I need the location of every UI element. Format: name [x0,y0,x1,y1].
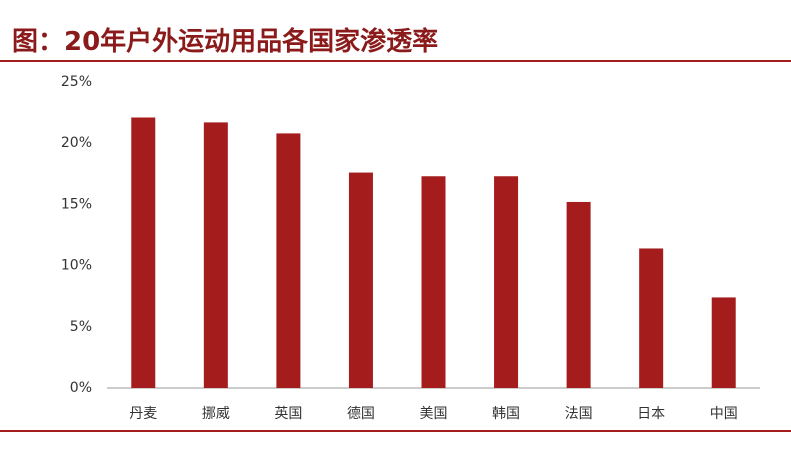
y-tick-label: 20% [61,135,92,151]
x-tick-label: 英国 [274,405,302,422]
y-tick-label: 5% [70,319,92,335]
x-tick-label: 丹麦 [129,406,157,422]
y-tick-label: 0% [70,380,92,396]
y-tick-label: 10% [61,258,92,274]
bar [639,248,664,388]
x-tick-label: 德国 [347,406,375,422]
x-tick-label: 挪威 [202,406,230,422]
bar [711,297,736,388]
x-tick-label: 法国 [565,406,593,422]
bar [203,122,228,388]
bar [421,176,446,388]
bottom-rule [0,430,791,432]
bar [566,201,591,388]
bar [276,133,301,388]
bar [131,117,156,388]
y-tick-label: 15% [61,196,92,212]
x-tick-label: 美国 [420,406,448,422]
x-tick-label: 韩国 [492,406,520,422]
bar [494,176,519,388]
title-rule [0,60,791,62]
y-tick-label: 25% [61,74,92,90]
x-tick-label: 日本 [637,406,665,422]
bar [348,172,373,388]
chart-title: 图：20年户外运动用品各国家渗透率 [12,26,438,57]
x-tick-label: 中国 [710,406,738,422]
